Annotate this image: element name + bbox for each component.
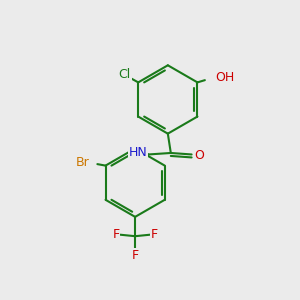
Text: O: O (194, 149, 204, 162)
Text: F: F (151, 228, 158, 241)
Text: Br: Br (75, 156, 89, 169)
Text: HN: HN (128, 146, 147, 160)
Text: Cl: Cl (119, 68, 131, 82)
Text: F: F (132, 249, 139, 262)
Text: F: F (112, 228, 119, 241)
Text: OH: OH (215, 71, 235, 84)
